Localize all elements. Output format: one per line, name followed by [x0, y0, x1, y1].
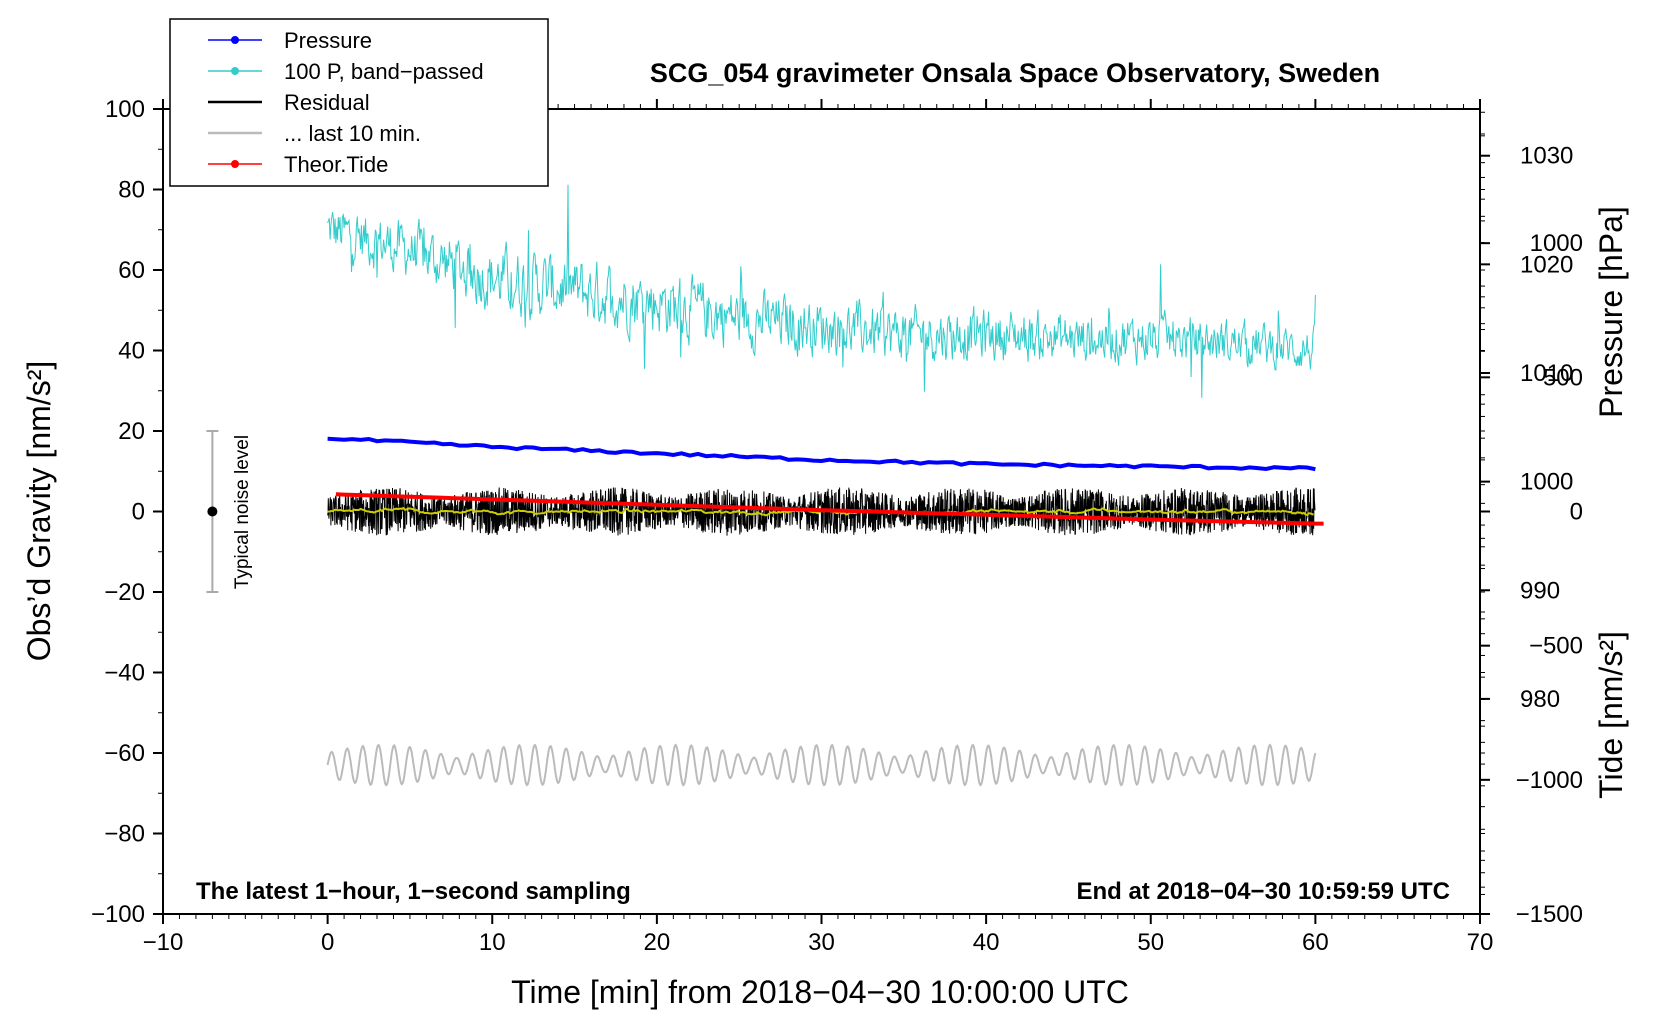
y-tick-label-10: −100	[91, 901, 145, 928]
y-tick-label-7: −40	[104, 660, 145, 687]
tide-tick-label-1: 500	[1543, 364, 1583, 391]
pressure-tick-label-2: 1010	[1520, 360, 1573, 387]
pressure-tick-label-0: 1030	[1520, 143, 1573, 170]
series-residual-line	[327, 487, 1316, 536]
y-tick-label-2: 60	[118, 257, 145, 284]
y-tick-label-6: −20	[104, 579, 145, 606]
pressure-tick-label-5: 980	[1520, 686, 1560, 713]
series-bandpassed-line	[327, 184, 1316, 398]
x-tick-label-8: 70	[1467, 929, 1494, 956]
chart-title: SCG_054 gravimeter Onsala Space Observat…	[650, 58, 1380, 88]
legend-label-last10: ... last 10 min.	[284, 121, 421, 146]
y-axis-label-pressure: Pressure [hPa]	[1593, 206, 1629, 418]
pressure-tick-label-3: 1000	[1520, 469, 1573, 496]
axes-layer: −10 0 10 20 30 40 50 60 70100806040200−20−40−60−…	[91, 96, 1583, 956]
footer-end-time: End at 2018−04−30 10:59:59 UTC	[1076, 878, 1450, 905]
x-tick-label-4: 30	[808, 929, 835, 956]
x-tick-label-2: 10	[479, 929, 506, 956]
x-tick-label-5: 40	[973, 929, 1000, 956]
footer-sampling: The latest 1−hour, 1−second sampling	[196, 878, 631, 905]
y-tick-label-5: 0	[132, 499, 145, 526]
legend-marker-tide	[231, 160, 239, 168]
tide-tick-label-2: 0	[1570, 499, 1583, 526]
noise-level-indicator: Typical noise level	[206, 430, 253, 593]
tide-tick-label-0: 1000	[1530, 230, 1583, 257]
series-tide-line	[335, 492, 1324, 526]
legend-item-bandpassed: 100 P, band−passed	[208, 59, 484, 84]
y-tick-label-3: 40	[118, 338, 145, 365]
legend-item-last10: ... last 10 min.	[208, 121, 421, 146]
x-tick-label-3: 20	[644, 929, 671, 956]
tide-tick-label-5: −1500	[1516, 901, 1583, 928]
legend-marker-bandpassed	[231, 67, 239, 75]
x-tick-label-0: −10	[143, 929, 184, 956]
legend-label-tide: Theor.Tide	[284, 152, 388, 177]
legend-item-pressure: Pressure	[208, 28, 372, 53]
legend-label-pressure: Pressure	[284, 28, 372, 53]
noise-label: Typical noise level	[232, 435, 253, 589]
series-pressure-line	[327, 436, 1316, 472]
x-tick-label-7: 60	[1302, 929, 1329, 956]
y-tick-label-1: 80	[118, 177, 145, 204]
y-axis-label-tide: Tide [nm/s²]	[1593, 631, 1629, 799]
y-tick-label-4: 20	[118, 418, 145, 445]
noise-dot	[207, 506, 218, 517]
x-tick-label-6: 50	[1137, 929, 1164, 956]
x-axis-label: Time [min] from 2018−04−30 10:00:00 UTC	[511, 974, 1129, 1010]
series-layer	[326, 184, 1324, 787]
legend-marker-pressure	[231, 36, 239, 44]
x-tick-label-1: 0	[321, 929, 334, 956]
legend-item-residual: Residual	[208, 90, 370, 115]
y-tick-label-0: 100	[105, 96, 145, 123]
legend-label-residual: Residual	[284, 90, 370, 115]
legend-item-tide: Theor.Tide	[208, 152, 388, 177]
series-last10-line	[326, 743, 1317, 787]
legend-label-bandpassed: 100 P, band−passed	[284, 59, 484, 84]
tide-tick-label-4: −1000	[1516, 767, 1583, 794]
pressure-tick-label-1: 1020	[1520, 251, 1573, 278]
y-tick-label-8: −60	[104, 740, 145, 767]
pressure-tick-label-4: 990	[1520, 577, 1560, 604]
legend: Pressure 100 P, band−passed Residual ...…	[169, 18, 549, 187]
tide-tick-label-3: −500	[1529, 633, 1583, 660]
y-axis-label-gravity: Obs’d Gravity [nm/s²]	[21, 361, 57, 662]
y-tick-label-9: −80	[104, 821, 145, 848]
